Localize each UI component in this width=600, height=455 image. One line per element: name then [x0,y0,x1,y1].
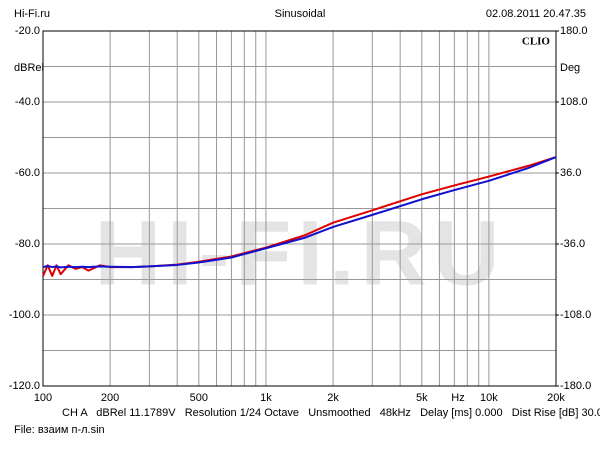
y2-tick-label: 36.0 [560,167,581,179]
y-tick-label: -60.0 [15,167,40,179]
brand: CLIO [522,36,551,48]
x-tick-label: 1k [260,392,272,404]
x-tick-label: 5k [416,392,428,404]
y2-tick-label: -108.0 [560,309,591,321]
file-label: File: взаим п-л.sin [14,424,105,436]
header-right: 02.08.2011 20.47.35 [486,8,586,20]
y2-tick-label: -180.0 [560,380,591,392]
footer: CH A dBRel 11.1789V Resolution 1/24 Octa… [62,407,600,419]
header-left: Hi-Fi.ru [14,8,50,20]
y-tick-label: -100.0 [9,309,40,321]
y2-tick-label: -36.0 [560,238,585,250]
x-tick-label: 200 [101,392,119,404]
x-tick-label: 10k [480,392,498,404]
y-tick-label: -20.0 [15,25,40,37]
y-tick-label: -120.0 [9,380,40,392]
y2-tick-label: 180.0 [560,25,588,37]
x-tick-label: 20k [547,392,565,404]
watermark: HI-FI.RU [95,202,506,304]
y-axis-label: dBRel [14,62,44,74]
y2-axis-label: Deg [560,62,580,74]
y-tick-label: -40.0 [15,96,40,108]
y-tick-label: -80.0 [15,238,40,250]
y2-tick-label: 108.0 [560,96,588,108]
x-unit-label: Hz [451,392,464,404]
chart-title: Sinusoidal [275,8,326,20]
x-tick-label: 500 [190,392,208,404]
x-tick-label: 2k [327,392,339,404]
x-tick-label: 100 [34,392,52,404]
plot-frame [42,30,557,387]
series-line [42,156,557,269]
